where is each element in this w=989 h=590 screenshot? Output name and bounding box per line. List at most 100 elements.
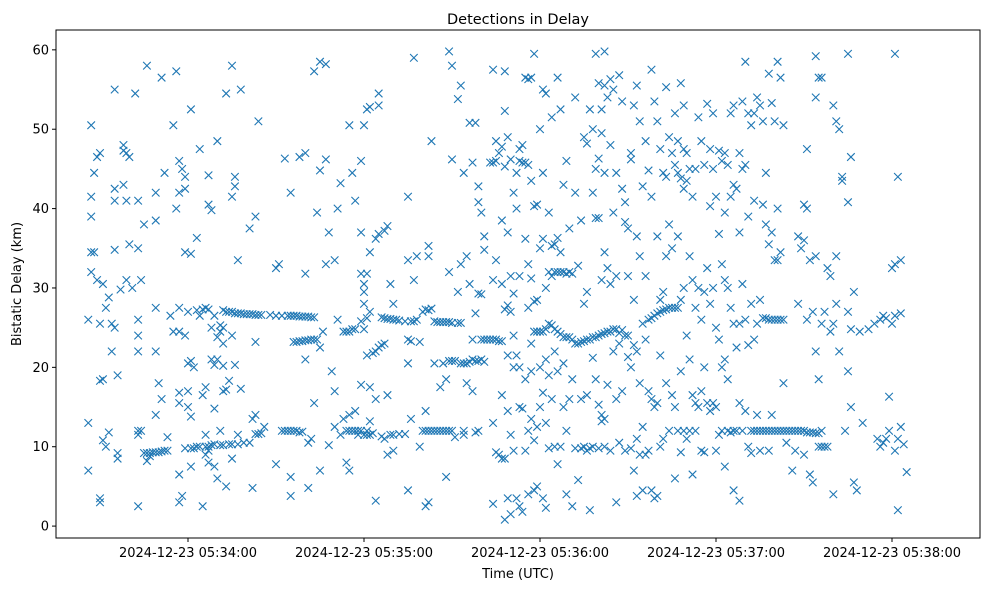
data-point <box>744 212 753 221</box>
data-point <box>383 221 392 231</box>
data-point <box>571 339 580 348</box>
data-point <box>705 406 715 416</box>
data-point <box>594 444 603 453</box>
data-point <box>142 61 152 70</box>
data-point <box>175 303 184 313</box>
data-point <box>550 442 559 451</box>
data-point <box>219 339 228 348</box>
data-point <box>500 67 509 76</box>
data-point <box>224 376 234 386</box>
data-point <box>617 97 627 106</box>
data-point <box>506 307 515 316</box>
data-point <box>318 327 328 336</box>
data-point <box>535 125 545 134</box>
data-point <box>541 503 551 513</box>
data-point <box>568 375 577 384</box>
data-point <box>735 398 744 408</box>
data-point <box>641 271 650 281</box>
data-point <box>615 438 624 447</box>
data-point <box>664 303 674 313</box>
data-point <box>653 232 662 241</box>
plot-frame <box>55 29 981 539</box>
data-point <box>351 196 360 205</box>
data-point <box>620 331 630 340</box>
data-point <box>729 486 738 495</box>
data-point <box>758 200 768 209</box>
data-point <box>597 275 606 285</box>
data-point <box>348 168 357 178</box>
data-point <box>532 327 542 336</box>
data-point <box>767 315 776 324</box>
data-point <box>509 289 518 298</box>
data-point <box>192 442 201 451</box>
data-point <box>447 318 457 328</box>
data-point <box>163 433 172 442</box>
data-point <box>430 426 439 436</box>
data-point <box>717 156 727 166</box>
data-point <box>714 335 724 344</box>
data-point <box>204 171 213 180</box>
data-point <box>374 101 383 110</box>
data-point <box>547 113 556 122</box>
data-point <box>749 426 759 436</box>
data-point <box>336 179 345 188</box>
data-point <box>380 434 389 443</box>
data-point <box>676 448 685 457</box>
data-point <box>664 132 674 142</box>
data-point <box>735 319 744 328</box>
data-point <box>664 426 674 436</box>
data-point <box>524 160 533 170</box>
data-point <box>632 434 641 443</box>
data-point <box>612 168 621 178</box>
data-point <box>846 152 856 162</box>
data-point <box>673 303 683 313</box>
data-point <box>591 49 600 59</box>
data-point <box>527 73 536 82</box>
data-point <box>301 355 310 364</box>
data-point <box>186 105 196 114</box>
data-point <box>556 105 565 114</box>
data-point <box>535 402 545 412</box>
data-point <box>271 263 281 273</box>
data-point <box>506 430 515 440</box>
data-point <box>688 470 697 479</box>
data-point <box>626 363 636 372</box>
data-point <box>612 394 621 404</box>
data-point <box>553 73 562 82</box>
data-point <box>793 299 803 309</box>
data-point <box>359 121 369 130</box>
data-point <box>679 101 688 110</box>
y-tick-label: 60 <box>32 43 49 58</box>
data-point <box>562 332 571 342</box>
data-point <box>295 428 304 437</box>
data-point <box>166 311 175 320</box>
data-point <box>139 220 149 229</box>
data-point <box>588 442 597 451</box>
data-point <box>488 275 498 285</box>
y-tick-label: 30 <box>32 281 49 296</box>
data-point <box>758 313 768 323</box>
data-point <box>151 347 160 356</box>
data-point <box>506 509 515 519</box>
data-point <box>609 347 618 356</box>
data-point <box>752 410 762 420</box>
data-point <box>644 166 653 175</box>
data-point <box>770 426 779 436</box>
data-point <box>553 367 562 376</box>
data-point <box>726 303 735 313</box>
x-tick-label: 2024-12-23 05:34:00 <box>119 546 257 561</box>
data-point <box>538 85 548 94</box>
data-point <box>395 429 404 439</box>
data-point <box>635 117 644 126</box>
data-point <box>133 426 143 436</box>
data-point <box>744 109 753 118</box>
data-point <box>298 312 307 321</box>
data-point <box>418 426 427 436</box>
data-point <box>562 426 571 436</box>
data-point <box>679 144 688 154</box>
data-point <box>271 311 281 320</box>
data-point <box>600 47 609 56</box>
data-point <box>210 311 219 320</box>
data-point <box>459 168 468 178</box>
data-point <box>503 132 512 142</box>
